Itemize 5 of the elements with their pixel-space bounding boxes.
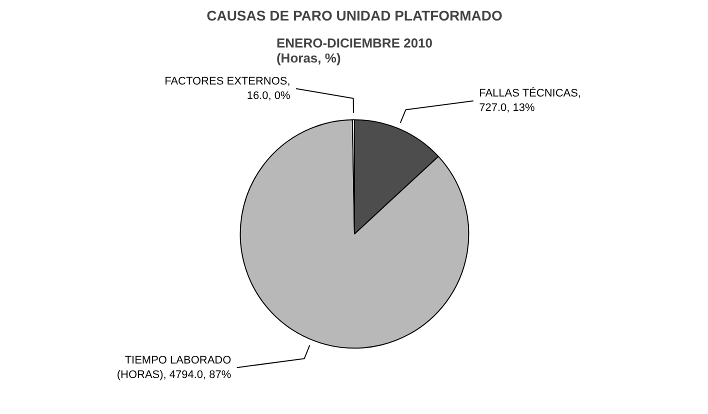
chart-title: CAUSAS DE PARO UNIDAD PLATFORMADO (206, 8, 503, 24)
chart-subtitle: ENERO-DICIEMBRE 2010 (Horas, %) (276, 36, 433, 66)
slice-label: TIEMPO LABORADO (HORAS), 4794.0, 87% (116, 354, 232, 381)
slice-label: FALLAS TÉCNICAS, 727.0, 13% (479, 86, 581, 114)
slice-label: FACTORES EXTERNOS, 16.0, 0% (164, 75, 291, 102)
